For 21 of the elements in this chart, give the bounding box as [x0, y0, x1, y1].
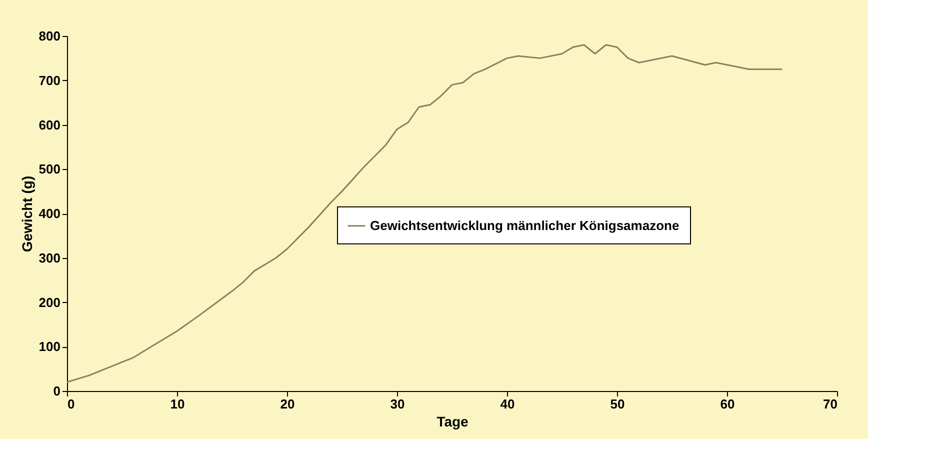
- x-tick-label: 40: [500, 396, 515, 412]
- line-series: [66, 44, 783, 383]
- y-tick-label: 400: [38, 206, 60, 221]
- y-tick-label: 700: [38, 72, 60, 88]
- y-tick-label: 200: [38, 294, 60, 310]
- x-tick-label: 10: [170, 396, 185, 412]
- y-tick-label: 0: [53, 384, 60, 398]
- x-tick-label: 30: [390, 396, 405, 412]
- y-axis-title: Gewicht (g): [18, 176, 35, 252]
- x-tick-label: 20: [280, 396, 295, 412]
- y-tick-label: 300: [38, 250, 60, 266]
- x-tick-label: 70: [823, 396, 838, 412]
- x-tick-label: 60: [720, 396, 735, 412]
- y-tick-label: 100: [38, 339, 60, 354]
- x-tick-label: 50: [610, 396, 625, 412]
- y-tick-label: 600: [38, 117, 60, 132]
- y-tick-label: 800: [38, 28, 60, 44]
- y-tick-label: 500: [38, 162, 60, 177]
- legend-label: Gewichtsentwicklung männlicher Königsamazone: [370, 218, 680, 233]
- x-tick-label: 0: [68, 396, 75, 412]
- x-axis-title: Tage: [436, 414, 469, 430]
